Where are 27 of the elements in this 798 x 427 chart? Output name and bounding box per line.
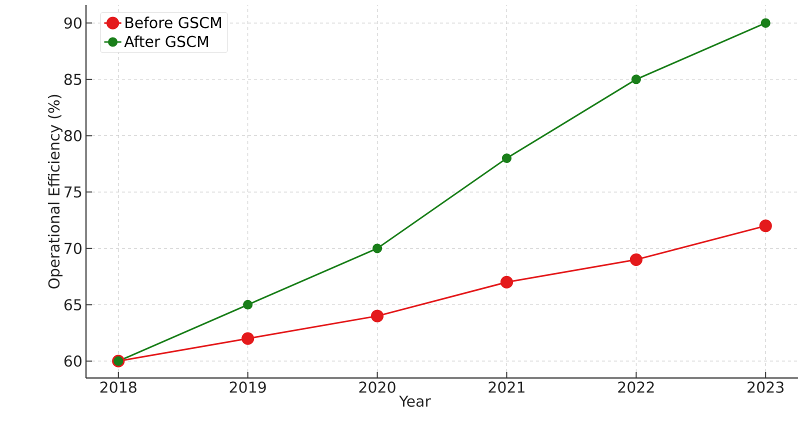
point (502, 153, 512, 164)
x-tick-label: 2022 (618, 382, 654, 393)
point (500, 276, 514, 288)
point (242, 332, 254, 345)
x-axis-title: Year (399, 396, 431, 407)
y-tick-label: 85 (64, 74, 82, 86)
y-axis-title: Operational Efficiency (%) (48, 94, 63, 289)
y-tick-label: 75 (64, 186, 82, 198)
point (631, 74, 641, 84)
x-tick-label: 2023 (748, 382, 784, 393)
y-tick-label: 65 (64, 299, 82, 310)
point (760, 18, 770, 28)
legend-label: After GSCM (124, 36, 208, 48)
x-tick-label: 2020 (359, 382, 396, 393)
y-tick-label: 90 (64, 17, 82, 29)
y-tick-label: 60 (64, 355, 82, 367)
y-tick-label: 80 (64, 130, 82, 142)
point (759, 220, 772, 232)
point (370, 310, 384, 322)
x-tick-label: 2021 (488, 382, 524, 393)
x-tick-label: 2019 (230, 382, 266, 393)
point (630, 253, 642, 266)
legend-label: Before GSCM (126, 16, 221, 28)
point (372, 244, 382, 254)
x-tick-label: 2018 (100, 382, 136, 393)
y-tick-label: 70 (64, 242, 82, 254)
point (243, 300, 253, 310)
